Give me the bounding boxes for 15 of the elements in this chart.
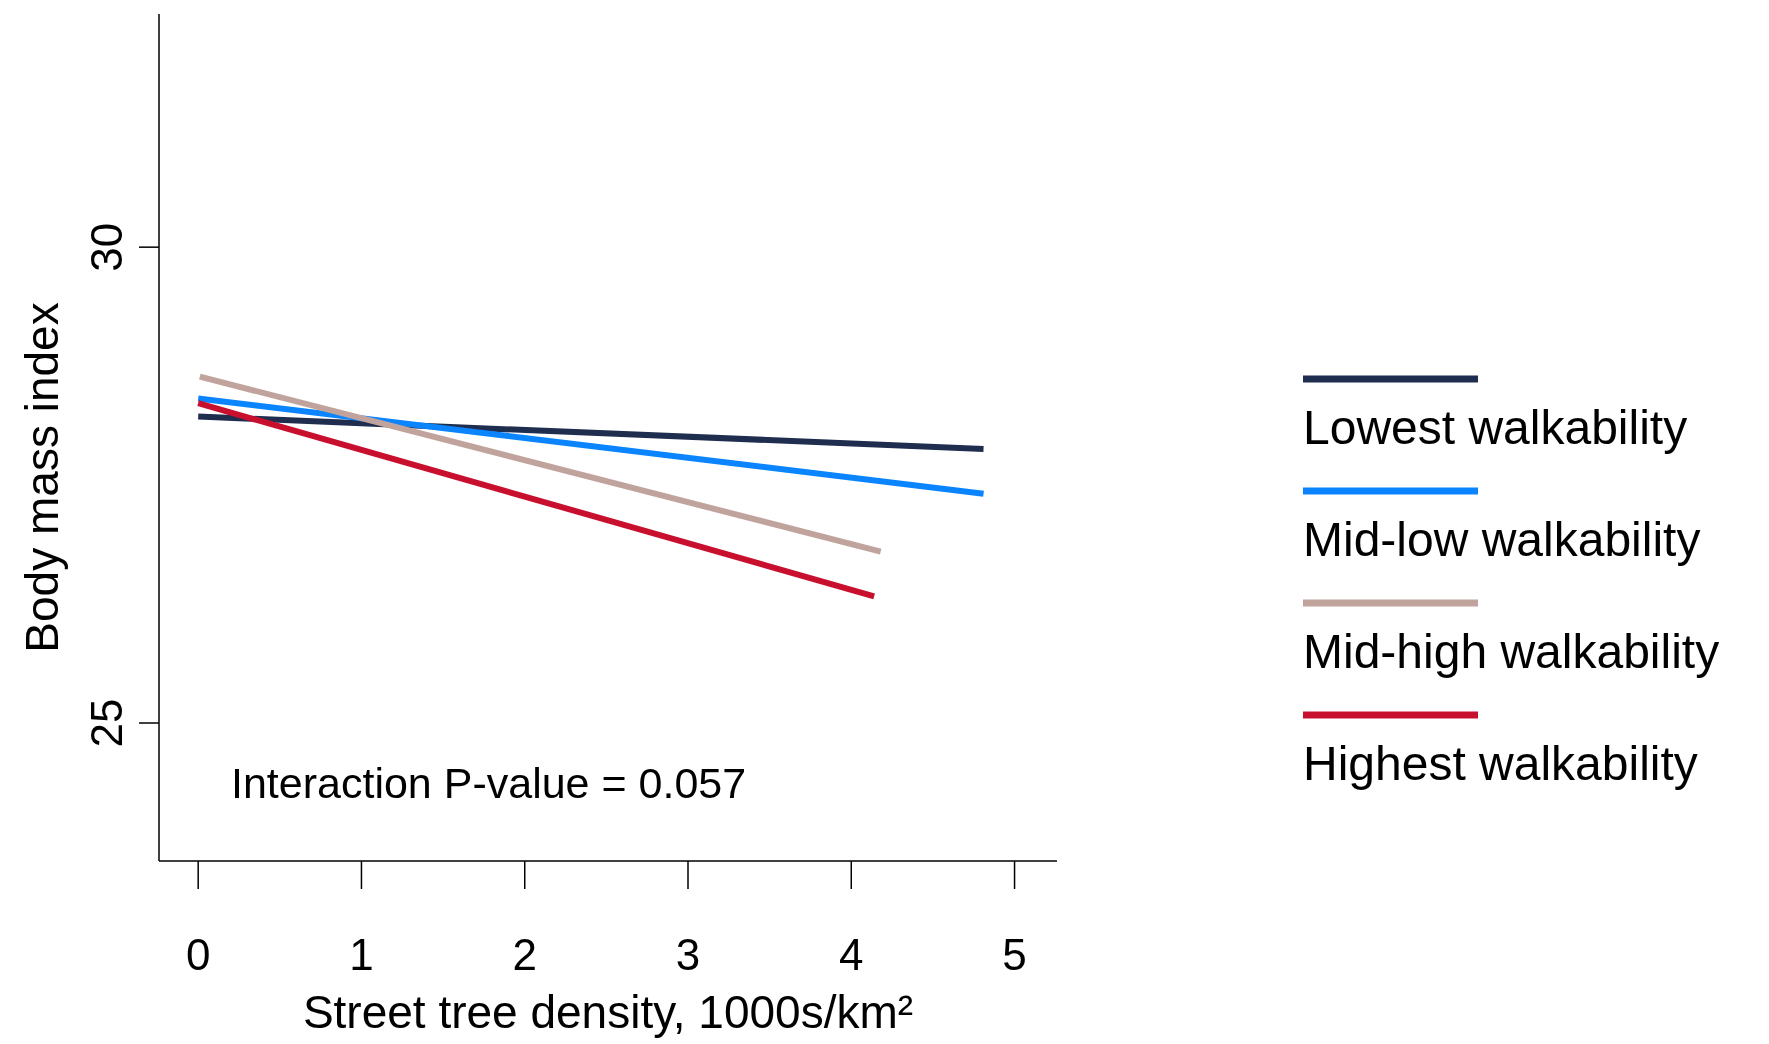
x-tick-label: 5	[1002, 930, 1027, 979]
legend-label: Mid-low walkability	[1303, 513, 1701, 566]
x-axis-title: Street tree density, 1000s/km²	[302, 986, 914, 1038]
annotation: Interaction P-value = 0.057	[231, 759, 747, 807]
y-tick-label: 30	[82, 222, 131, 272]
x-tick-label: 3	[675, 930, 701, 979]
x-tick-label: 0	[185, 930, 211, 979]
y-tick-label: 25	[82, 698, 131, 748]
x-tick-label: 1	[349, 930, 374, 979]
legend-label: Lowest walkability	[1303, 401, 1688, 454]
y-axis-title: Body mass index	[16, 302, 68, 653]
x-tick-label: 2	[512, 930, 537, 979]
legend-label: Highest walkability	[1303, 737, 1698, 790]
legend-label: Mid-high walkability	[1303, 625, 1720, 678]
x-tick-label: 4	[839, 930, 864, 979]
